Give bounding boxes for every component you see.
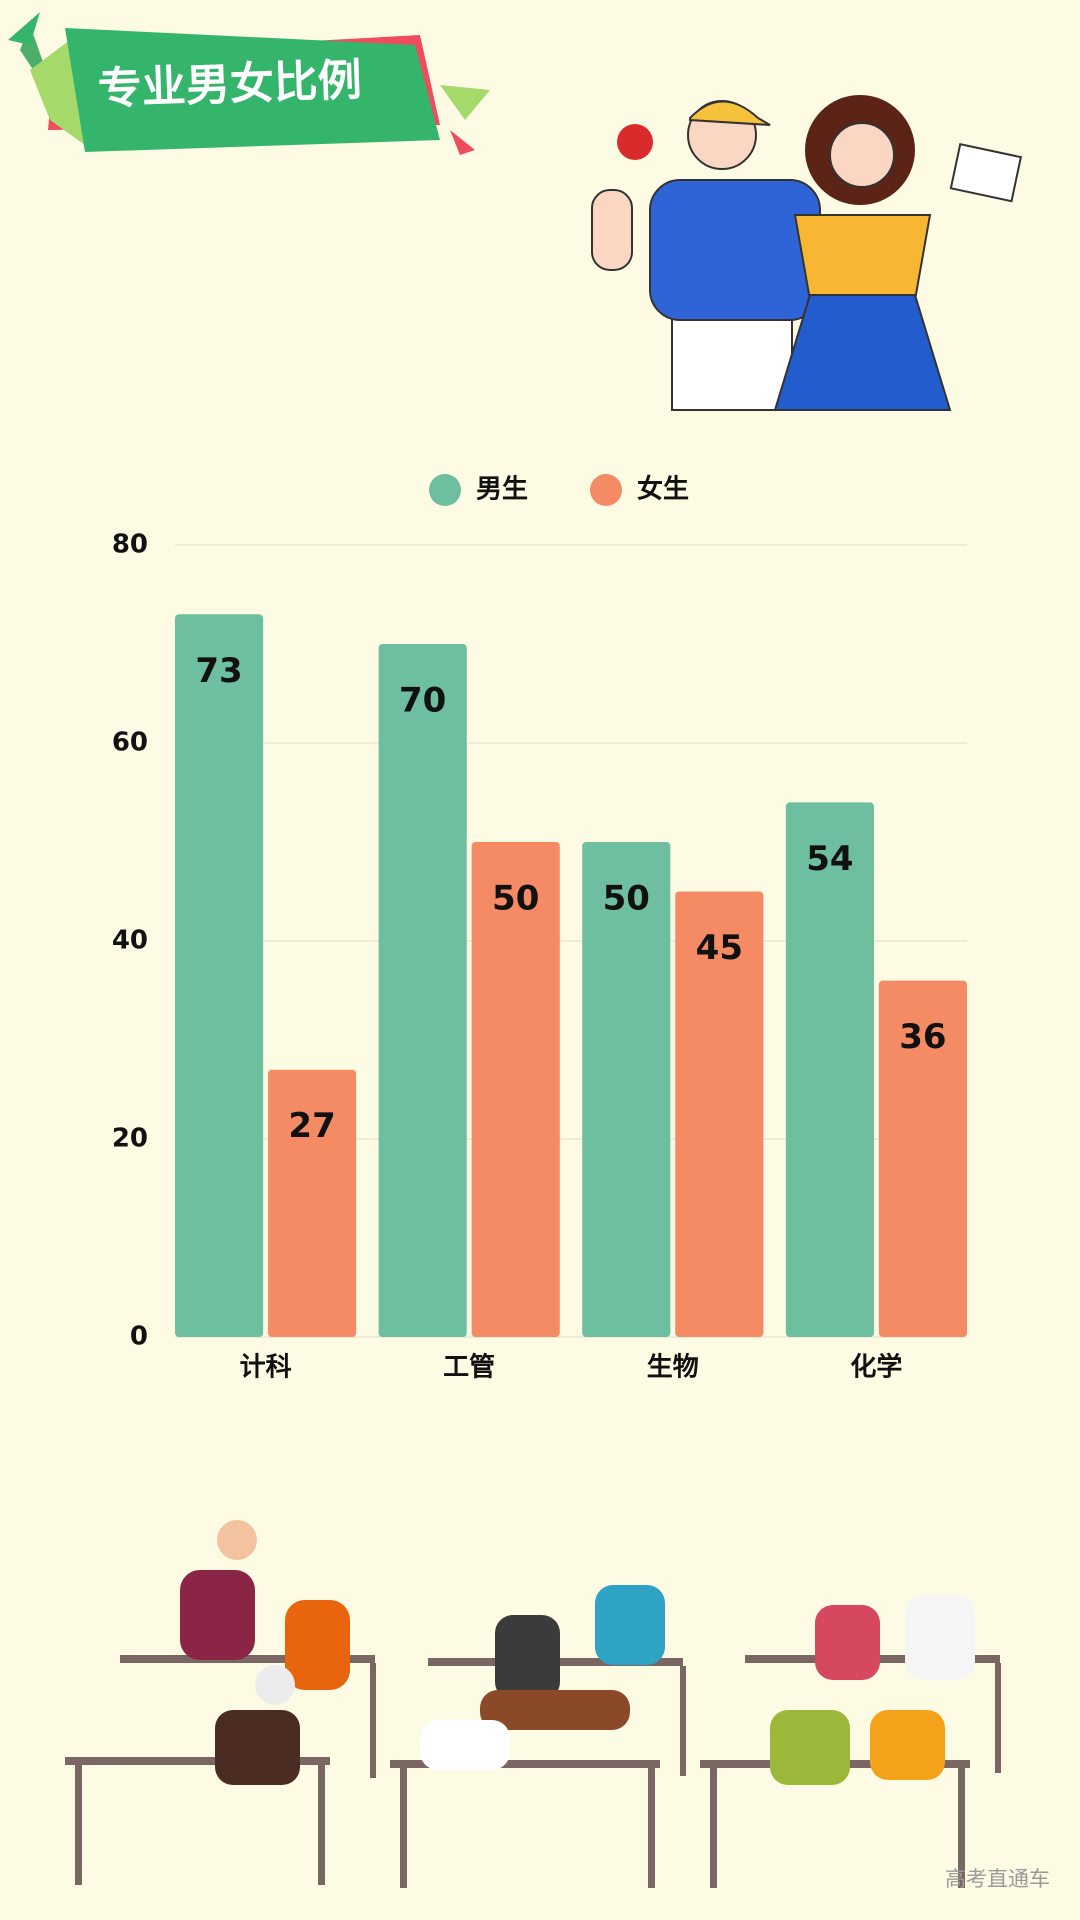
legend-label: 男生 (476, 475, 528, 505)
y-tick-label: 60 (112, 728, 148, 758)
y-tick-label: 0 (130, 1322, 148, 1352)
value-label: 73 (195, 651, 242, 691)
bar (378, 644, 467, 1337)
chart-title: 专业男女比例 (97, 55, 363, 115)
value-label: 27 (288, 1106, 335, 1146)
legend-label: 女生 (637, 474, 689, 505)
value-label: 36 (899, 1017, 946, 1057)
value-label: 45 (696, 928, 743, 968)
bar (175, 614, 264, 1337)
bar (785, 802, 874, 1337)
bar (582, 842, 671, 1337)
value-label: 70 (399, 681, 446, 721)
legend-swatch (590, 474, 622, 506)
x-tick-label: 生物 (647, 1353, 699, 1383)
title-banner (8, 12, 490, 155)
x-tick-label: 化学 (850, 1352, 902, 1383)
value-label: 50 (492, 879, 539, 919)
illustration-couple (591, 95, 1023, 411)
value-label: 50 (603, 879, 650, 919)
y-tick-label: 20 (112, 1124, 148, 1154)
bar (268, 1069, 357, 1337)
watermark: 高考直通车 (945, 1867, 1050, 1891)
illustration-classroom (65, 1520, 1001, 1888)
y-tick-label: 40 (112, 926, 148, 956)
y-tick-label: 80 (112, 530, 148, 560)
bar (878, 980, 967, 1337)
x-tick-label: 计科 (240, 1353, 292, 1383)
legend-swatch (429, 474, 461, 506)
bar (471, 842, 560, 1337)
value-label: 54 (806, 839, 853, 879)
bar (675, 891, 764, 1337)
x-tick-label: 工管 (443, 1353, 495, 1383)
